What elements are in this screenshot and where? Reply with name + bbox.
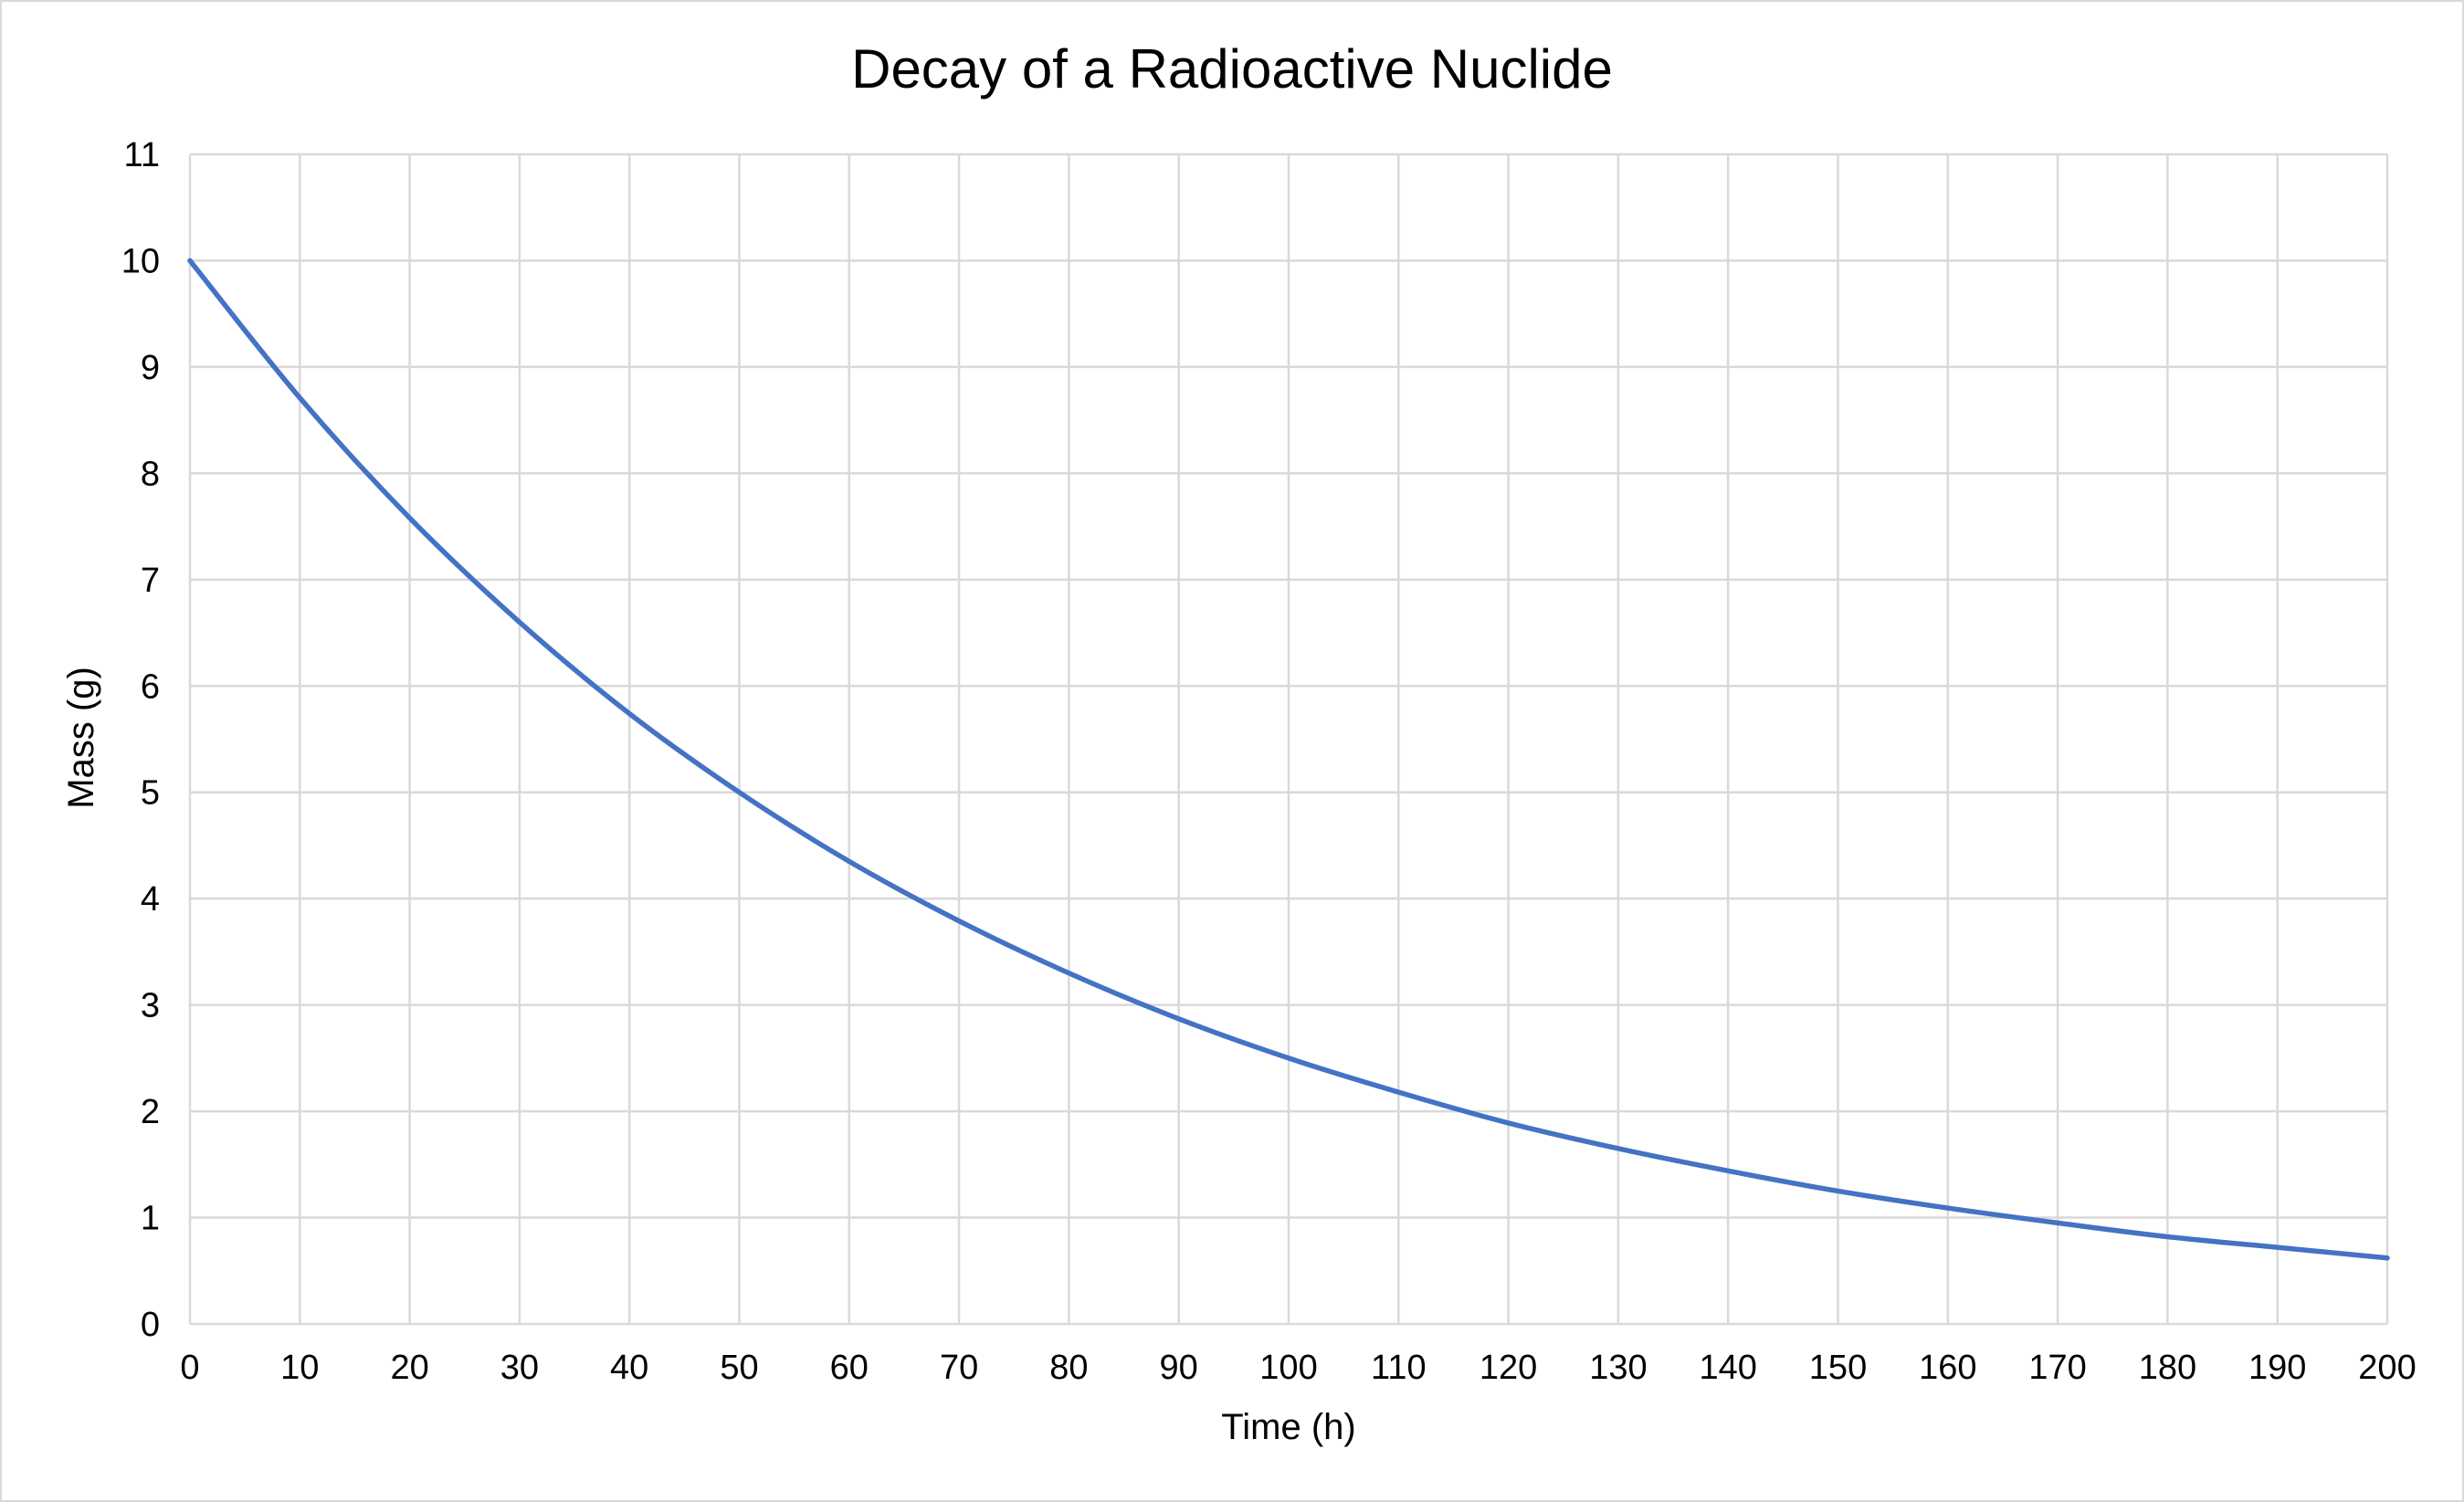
x-tick-label: 200 bbox=[2358, 1349, 2416, 1387]
x-tick-label: 140 bbox=[1699, 1349, 1756, 1387]
x-tick-label: 60 bbox=[830, 1349, 869, 1387]
series-layer bbox=[187, 257, 2390, 1261]
y-tick-label: 9 bbox=[141, 349, 160, 387]
x-tick-label: 120 bbox=[1479, 1349, 1537, 1387]
y-tick-label: 0 bbox=[141, 1306, 160, 1344]
x-tick-label: 150 bbox=[1809, 1349, 1867, 1387]
y-tick-label: 11 bbox=[124, 136, 160, 174]
x-tick-label: 70 bbox=[940, 1349, 978, 1387]
x-tick-labels: 0 10 20 30 40 50 60 70 80 90 100 110 120 130 140 150 160… bbox=[180, 1349, 2416, 1387]
y-tick-label: 6 bbox=[141, 667, 160, 706]
x-tick-label: 30 bbox=[500, 1349, 539, 1387]
y-tick-label: 4 bbox=[141, 880, 160, 919]
y-tick-label: 8 bbox=[141, 455, 160, 493]
x-tick-label: 190 bbox=[2248, 1349, 2306, 1387]
y-tick-label: 1 bbox=[141, 1200, 160, 1238]
vertical-gridlines bbox=[188, 154, 2389, 1324]
mass-decay-series-line bbox=[187, 257, 2390, 1261]
y-tick-label: 10 bbox=[121, 242, 160, 280]
x-tick-label: 110 bbox=[1371, 1349, 1427, 1387]
x-tick-label: 40 bbox=[610, 1349, 648, 1387]
x-tick-label: 50 bbox=[720, 1349, 758, 1387]
x-tick-label: 80 bbox=[1049, 1349, 1088, 1387]
x-tick-label: 130 bbox=[1589, 1349, 1647, 1387]
y-tick-label: 5 bbox=[141, 774, 160, 813]
y-tick-labels: 0 1 2 3 4 5 6 7 8 9 10 11 bbox=[121, 136, 160, 1344]
y-tick-label: 7 bbox=[141, 562, 160, 600]
x-axis-title: Time (h) bbox=[1221, 1407, 1355, 1447]
x-tick-label: 20 bbox=[390, 1349, 428, 1387]
y-tick-label: 3 bbox=[141, 987, 160, 1025]
x-tick-label: 180 bbox=[2139, 1349, 2196, 1387]
x-tick-label: 10 bbox=[280, 1349, 319, 1387]
x-tick-label: 170 bbox=[2028, 1349, 2086, 1387]
x-tick-label: 90 bbox=[1160, 1349, 1198, 1387]
x-tick-label: 0 bbox=[180, 1349, 199, 1387]
x-tick-label: 100 bbox=[1259, 1349, 1317, 1387]
y-axis-title: Mass (g) bbox=[61, 667, 101, 809]
x-tick-label: 160 bbox=[1919, 1349, 1976, 1387]
chart-title: Decay of a Radioactive Nuclide bbox=[851, 38, 1613, 100]
y-tick-label: 2 bbox=[141, 1093, 160, 1131]
